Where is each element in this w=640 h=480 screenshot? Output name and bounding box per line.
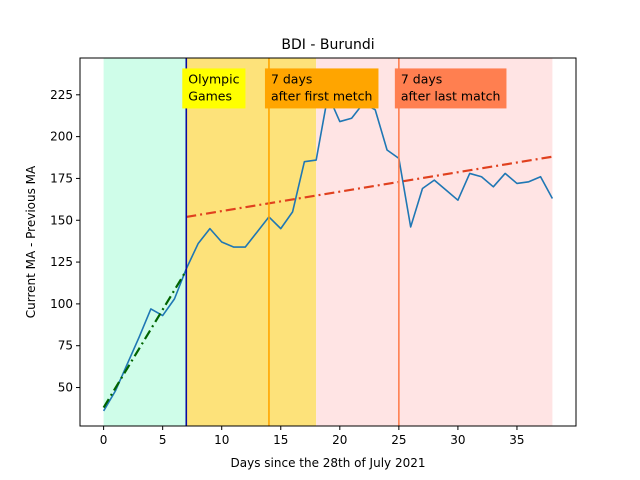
y-tick-label: 225 <box>50 88 73 102</box>
x-axis-label: Days since the 28th of July 2021 <box>231 456 426 470</box>
x-tick-label: 35 <box>509 433 524 447</box>
y-tick-label: 50 <box>58 381 73 395</box>
series-line-2 <box>186 155 553 218</box>
y-tick-label: 125 <box>50 255 73 269</box>
series-line-1 <box>102 269 188 409</box>
x-tick-label: 25 <box>391 433 406 447</box>
annotation-text: after last match <box>401 88 501 103</box>
region-games <box>186 58 317 426</box>
y-tick-label: 150 <box>50 213 73 227</box>
y-axis-ticks: 50 75 100 125 150 175 200 225 <box>50 88 80 395</box>
x-tick-label: 10 <box>214 433 229 447</box>
x-tick-label: 0 <box>100 433 108 447</box>
region-post-games <box>316 58 553 426</box>
region-pre-games <box>103 58 187 426</box>
y-axis-label: Current MA - Previous MA <box>24 165 38 318</box>
annotation-text: Games <box>188 88 232 103</box>
x-tick-label: 20 <box>332 433 347 447</box>
annotation-text: 7 days <box>401 71 442 86</box>
shaded-regions <box>103 58 553 426</box>
x-axis-ticks: 0 5 10 15 20 25 30 35 <box>100 426 525 447</box>
plot-frame <box>79 57 577 427</box>
annotation-first-match: 7 days after first metch <box>264 68 379 109</box>
chart-title: BDI - Burundi <box>281 37 374 53</box>
annotation-text: after first metch <box>271 88 373 103</box>
y-tick-label: 200 <box>50 130 73 144</box>
annotation-box <box>394 68 507 109</box>
annotation-box <box>264 68 379 109</box>
x-tick-label: 30 <box>450 433 465 447</box>
y-tick-label: 175 <box>50 171 73 185</box>
annotation-box <box>182 68 246 109</box>
y-tick-label: 75 <box>58 339 73 353</box>
annotation-last-match: 7 days after last match <box>394 68 507 109</box>
annotation-text: Olympic <box>188 71 239 86</box>
x-tick-label: 5 <box>159 433 167 447</box>
y-tick-label: 100 <box>50 297 73 311</box>
annotation-text: 7 days <box>271 71 312 86</box>
x-tick-label: 15 <box>273 433 288 447</box>
annotation-olympic-games: Olympic Games <box>182 68 246 109</box>
vertical-lines <box>185 58 400 426</box>
